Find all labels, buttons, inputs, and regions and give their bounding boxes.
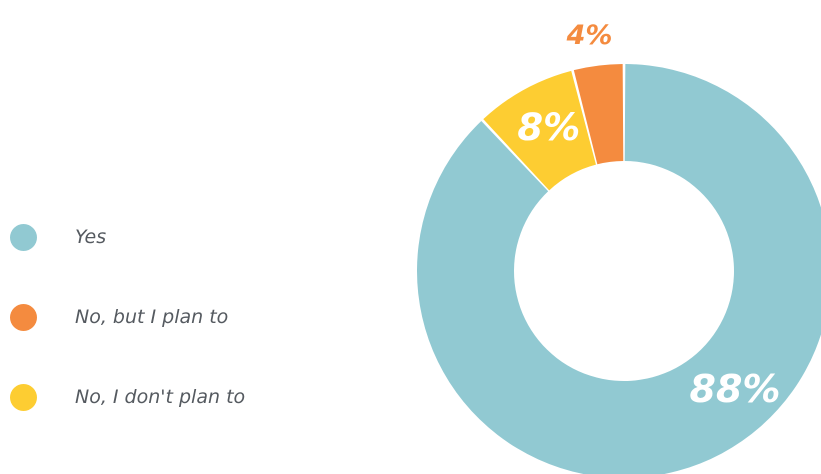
legend-item-no-dont-plan: No, I don't plan to [10,382,245,412]
slice-label-yes: 88% [690,367,781,411]
legend-swatch-no-dont-plan [10,383,37,411]
legend-label-no-dont-plan: No, I don't plan to [75,386,246,408]
slice-label-no-but-i-plan-to: 4% [566,20,613,51]
slice-no-but-i-plan-to [573,64,624,165]
legend-label-no-but-plan: No, but I plan to [75,306,229,328]
legend-swatch-no-but-plan [10,303,37,331]
legend-item-yes: Yes [10,222,106,252]
legend-label-yes: Yes [75,226,107,248]
slice-yes [417,64,821,474]
slice-label-no-i-don-t-plan-to: 8% [517,106,580,149]
legend-swatch-yes [10,223,37,251]
slice-no-i-don-t-plan-to [483,70,596,191]
legend-item-no-but-plan: No, but I plan to [10,302,228,332]
